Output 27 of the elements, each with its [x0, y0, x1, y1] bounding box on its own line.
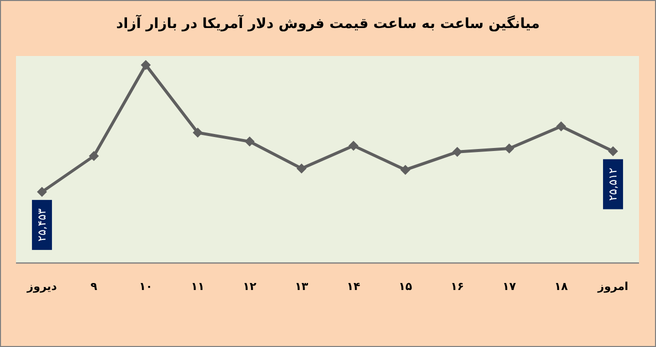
x-tick-label: ۱۴: [346, 280, 360, 293]
point: [192, 128, 203, 138]
data-label: ۲۵,۴۵۳: [35, 208, 48, 242]
x-tick-label: ۹: [90, 280, 98, 293]
point: [400, 164, 410, 175]
x-tick-label: ۱۵: [398, 280, 412, 293]
point: [608, 146, 618, 156]
point: [244, 136, 255, 147]
x-tick-label: ۱۰: [139, 280, 153, 293]
x-tick-label: دیروز: [26, 280, 58, 293]
x-tick-label: ۱۸: [554, 280, 568, 293]
x-tick-label: ۱۶: [450, 280, 464, 293]
point: [348, 140, 358, 151]
x-tick-label: ۱۷: [502, 280, 516, 293]
chart-title: میانگین ساعت به ساعت قیمت فروش دلار آمریکا در بازار آزاد: [116, 14, 540, 32]
point: [88, 151, 99, 162]
x-tick-label: ۱۲: [242, 280, 257, 293]
x-tick-label: ۱۱: [190, 280, 204, 293]
point: [296, 163, 307, 174]
x-tick-label: امروز: [596, 280, 628, 293]
data-label: ۲۵,۵۱۲: [606, 168, 620, 201]
point: [504, 143, 514, 154]
point: [452, 146, 462, 157]
x-tick-label: ۱۳: [294, 280, 309, 293]
point: [140, 60, 151, 70]
point: [556, 121, 566, 132]
point: [36, 186, 47, 197]
